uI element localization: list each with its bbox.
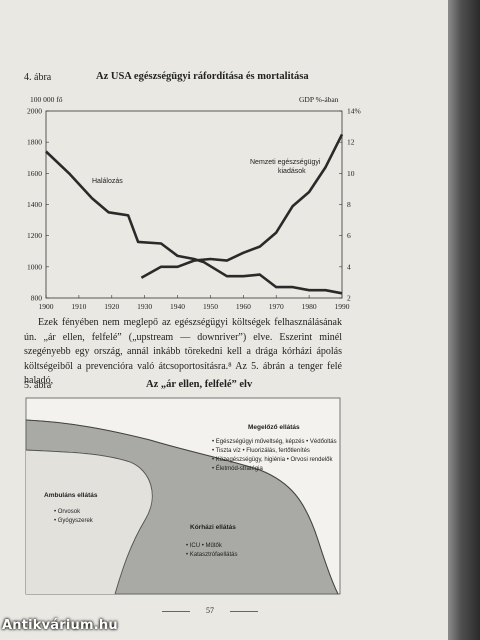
- watermark-text: Antikvárium.hu: [2, 618, 118, 633]
- x-tick-label: 1910: [71, 302, 86, 311]
- body-paragraph-text: Ezek fényében nem meglepő az egészségügy…: [24, 317, 342, 387]
- body-paragraph: Ezek fényében nem meglepő az egészségügy…: [24, 316, 342, 389]
- ambulatory-item: • Orvosok: [54, 509, 81, 515]
- hospital-heading: Kórházi ellátás: [190, 524, 236, 531]
- x-tick-label: 1900: [39, 302, 54, 311]
- hospital-item: • Katasztrófaellátás: [186, 552, 238, 558]
- hospital-item: • ICU • Műtők: [186, 543, 222, 549]
- page-edge-shadow: [448, 0, 480, 640]
- x-tick-label: 1970: [269, 302, 284, 311]
- x-tick-label: 1930: [137, 302, 152, 311]
- ambulatory-heading: Ambuláns ellátás: [44, 492, 98, 499]
- y-right-tick-label: 2: [347, 294, 351, 303]
- x-tick-label: 1990: [335, 302, 350, 311]
- figure5-title: Az „ár ellen, felfelé” elv: [146, 379, 253, 390]
- page-number: 57: [162, 604, 258, 618]
- ambulatory-list: • Orvosok • Gyógyszerek: [54, 508, 93, 526]
- figure5-label: 5. ábra: [24, 380, 52, 391]
- y-right-tick-label: 4: [347, 262, 351, 271]
- y-right-tick-label: 8: [347, 200, 351, 209]
- hospital-list: • ICU • Műtők • Katasztrófaellátás: [186, 542, 237, 560]
- y-right-tick-label: 12: [347, 138, 355, 147]
- prevention-item: • Közegészségügy, higiénia • Orvosi rend…: [212, 457, 333, 463]
- y-left-tick-label: 1000: [27, 262, 42, 271]
- y-left-tick-label: 1200: [27, 231, 42, 240]
- slope-line: [25, 449, 153, 595]
- y-right-tick-label: 14%: [347, 107, 361, 116]
- annotation-expenditure: Nemzeti egészségügyi kiadások: [250, 159, 321, 175]
- upstream-slope: [26, 398, 153, 594]
- figure4-label: 4. ábra: [24, 72, 52, 83]
- line-chart: 1900 1910 1920 1930 1940 1950 1960 1970 1980 1990…: [27, 107, 361, 312]
- x-tick-label: 1940: [170, 302, 185, 311]
- right-axis-unit: GDP %-ában: [299, 95, 339, 104]
- prevention-item: • Tiszta víz • Fluorizálás, fertőtleníté…: [212, 448, 310, 454]
- y-right-tick-label: 6: [347, 231, 351, 240]
- y-left-tick-label: 1600: [27, 169, 42, 178]
- expenditure-series-line: [140, 133, 344, 279]
- prevention-heading: Megelőző ellátás: [248, 424, 300, 431]
- x-tick-label: 1920: [104, 302, 119, 311]
- figure4-title: Az USA egészségügyi ráfordítása és morta…: [96, 71, 309, 82]
- upper-shore-line: [25, 419, 339, 595]
- y-left-tick-label: 1400: [27, 200, 42, 209]
- prevention-item: • Egészségügyi műveltség, képzés • Védőo…: [212, 439, 337, 445]
- y-left-tick-label: 1800: [27, 138, 42, 147]
- x-tick-label: 1960: [236, 302, 251, 311]
- y-left-tick-label: 800: [31, 294, 43, 303]
- left-axis-unit: 100 000 fő: [30, 95, 63, 104]
- y-left-tick-label: 2000: [27, 107, 42, 116]
- annotation-mortality: Halálozás: [92, 178, 123, 185]
- prevention-item: • Életmód-stratégia: [212, 466, 263, 472]
- x-tick-label: 1950: [203, 302, 218, 311]
- y-right-tick-label: 10: [347, 169, 355, 178]
- prevention-list: • Egészségügyi műveltség, képzés • Védőo…: [212, 438, 337, 474]
- ambulatory-item: • Gyógyszerek: [54, 518, 93, 524]
- x-tick-label: 1980: [302, 302, 317, 311]
